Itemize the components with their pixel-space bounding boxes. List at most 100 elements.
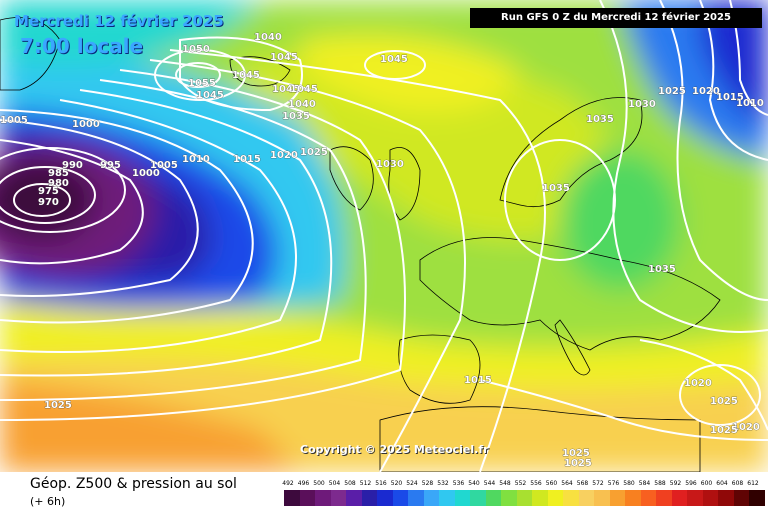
isobar-south bbox=[479, 379, 768, 441]
field-darkblue-northeast bbox=[700, 0, 768, 130]
legend-swatch bbox=[563, 490, 579, 506]
isobar-label: 1030 bbox=[628, 99, 656, 110]
isobar-label: 975 bbox=[38, 186, 59, 197]
coast-ireland-britain bbox=[329, 146, 421, 221]
legend-value: 496 bbox=[297, 480, 310, 487]
legend-value: 576 bbox=[607, 480, 620, 487]
isobar-label: 1005 bbox=[150, 160, 178, 171]
isobar-1015 bbox=[0, 89, 333, 377]
legend-value: 596 bbox=[685, 480, 697, 487]
legend-swatch bbox=[640, 490, 656, 506]
legend-swatch bbox=[284, 490, 300, 506]
coast-greenland bbox=[0, 17, 61, 91]
forecast-date: Mercredi 12 février 2025 bbox=[14, 12, 224, 30]
isobar-1000 bbox=[0, 119, 199, 297]
legend-swatch bbox=[423, 490, 439, 506]
legend-swatch bbox=[532, 490, 548, 506]
isobar-label: 1025 bbox=[564, 458, 592, 469]
forecast-time: 7:00 locale bbox=[20, 34, 144, 58]
isobar-label: 970 bbox=[38, 197, 59, 208]
coast-iberia bbox=[398, 334, 481, 404]
isobar-label: 1025 bbox=[710, 396, 738, 407]
legend-value: 524 bbox=[406, 480, 418, 487]
legend-swatch bbox=[485, 490, 501, 506]
isobar-label: 1000 bbox=[132, 168, 160, 179]
isobar-high-1055 bbox=[175, 62, 221, 88]
legend-value: 592 bbox=[669, 480, 682, 487]
legend-swatch bbox=[594, 490, 610, 506]
isobar-label: 990 bbox=[62, 160, 83, 171]
legend-swatch bbox=[687, 490, 703, 506]
legend-value: 608 bbox=[731, 480, 744, 487]
legend-swatch bbox=[501, 490, 517, 506]
isobar-label: 1025 bbox=[44, 400, 72, 411]
legend-swatch bbox=[749, 490, 765, 506]
isobar-1005 bbox=[0, 109, 254, 324]
legend-value: 504 bbox=[328, 480, 341, 487]
field-orange-southwest bbox=[0, 380, 300, 472]
forecast-offset: (+ 6h) bbox=[30, 495, 66, 508]
isobar-high-north bbox=[364, 50, 426, 80]
legend-swatch bbox=[578, 490, 594, 506]
isobar-label: 1010 bbox=[736, 98, 764, 109]
legend-swatch bbox=[330, 490, 346, 506]
legend-swatch bbox=[702, 490, 718, 506]
isobar-label: 1015 bbox=[716, 92, 744, 103]
isobar-label: 1025 bbox=[300, 147, 328, 158]
isobar-low-2 bbox=[0, 166, 96, 224]
legend-value: 512 bbox=[359, 480, 372, 487]
coastlines bbox=[0, 17, 721, 472]
isobar-label: 1035 bbox=[648, 264, 676, 275]
legend-value: 612 bbox=[747, 480, 759, 487]
isobar-label: 1010 bbox=[182, 154, 210, 165]
geopotential-field bbox=[0, 0, 768, 472]
legend-value: 520 bbox=[390, 480, 403, 487]
legend-swatch bbox=[346, 490, 362, 506]
legend-value: 548 bbox=[499, 480, 511, 487]
legend-value: 572 bbox=[592, 480, 604, 487]
isobar-label: 1025 bbox=[658, 86, 686, 97]
legend-swatch bbox=[315, 490, 331, 506]
coast-mainland bbox=[419, 237, 721, 351]
isobar-label: 1015 bbox=[233, 154, 261, 165]
isobar-label: 1015 bbox=[464, 375, 492, 386]
isobar-label: 980 bbox=[48, 178, 69, 189]
isobar-label: 1025 bbox=[562, 448, 590, 459]
isobar-1025 bbox=[0, 69, 406, 421]
isobar-southeast bbox=[639, 339, 768, 431]
isobar-label: 1045 bbox=[290, 84, 318, 95]
legend-swatch bbox=[733, 490, 749, 506]
legend-value: 544 bbox=[483, 480, 496, 487]
legend-swatch bbox=[609, 490, 625, 506]
isobar-high-1050 bbox=[154, 49, 246, 101]
legend-swatch bbox=[516, 490, 532, 506]
isobar-label: 1045 bbox=[272, 84, 300, 95]
legend-value: 588 bbox=[654, 480, 666, 487]
isobar-label: 1040 bbox=[254, 32, 282, 43]
map-footer: Géop. Z500 & pression au sol (+ 6h) 492 4… bbox=[0, 472, 768, 512]
legend-swatch bbox=[625, 490, 641, 506]
isobar-labels: 1050 1040 1045 1045 1045 1055 1045 1045 … bbox=[0, 32, 764, 470]
legend-swatch bbox=[377, 490, 393, 506]
legend-value: 552 bbox=[514, 480, 527, 487]
legend-swatch bbox=[547, 490, 563, 506]
legend-value: 500 bbox=[313, 480, 325, 487]
field-green-north bbox=[240, 54, 614, 241]
isobar-east-1020 bbox=[699, 0, 768, 161]
coast-north-africa bbox=[379, 406, 701, 472]
legend-swatch bbox=[361, 490, 377, 506]
coast-italy bbox=[554, 319, 591, 376]
legend-value: 600 bbox=[700, 480, 713, 487]
field-cyan-northwest bbox=[0, 0, 260, 65]
isobar-east-high bbox=[504, 139, 616, 261]
weather-map: 1050 1040 1045 1045 1045 1055 1045 1045 … bbox=[0, 0, 768, 472]
legend-swatch bbox=[299, 490, 315, 506]
legend-value: 580 bbox=[623, 480, 635, 487]
isobar-label: 1035 bbox=[542, 183, 570, 194]
legend-swatch bbox=[454, 490, 470, 506]
legend-swatch bbox=[408, 490, 424, 506]
isobar-label: 1045 bbox=[270, 52, 298, 63]
isobar-label: 1050 bbox=[182, 44, 210, 55]
field-yellow-band bbox=[0, 300, 768, 390]
